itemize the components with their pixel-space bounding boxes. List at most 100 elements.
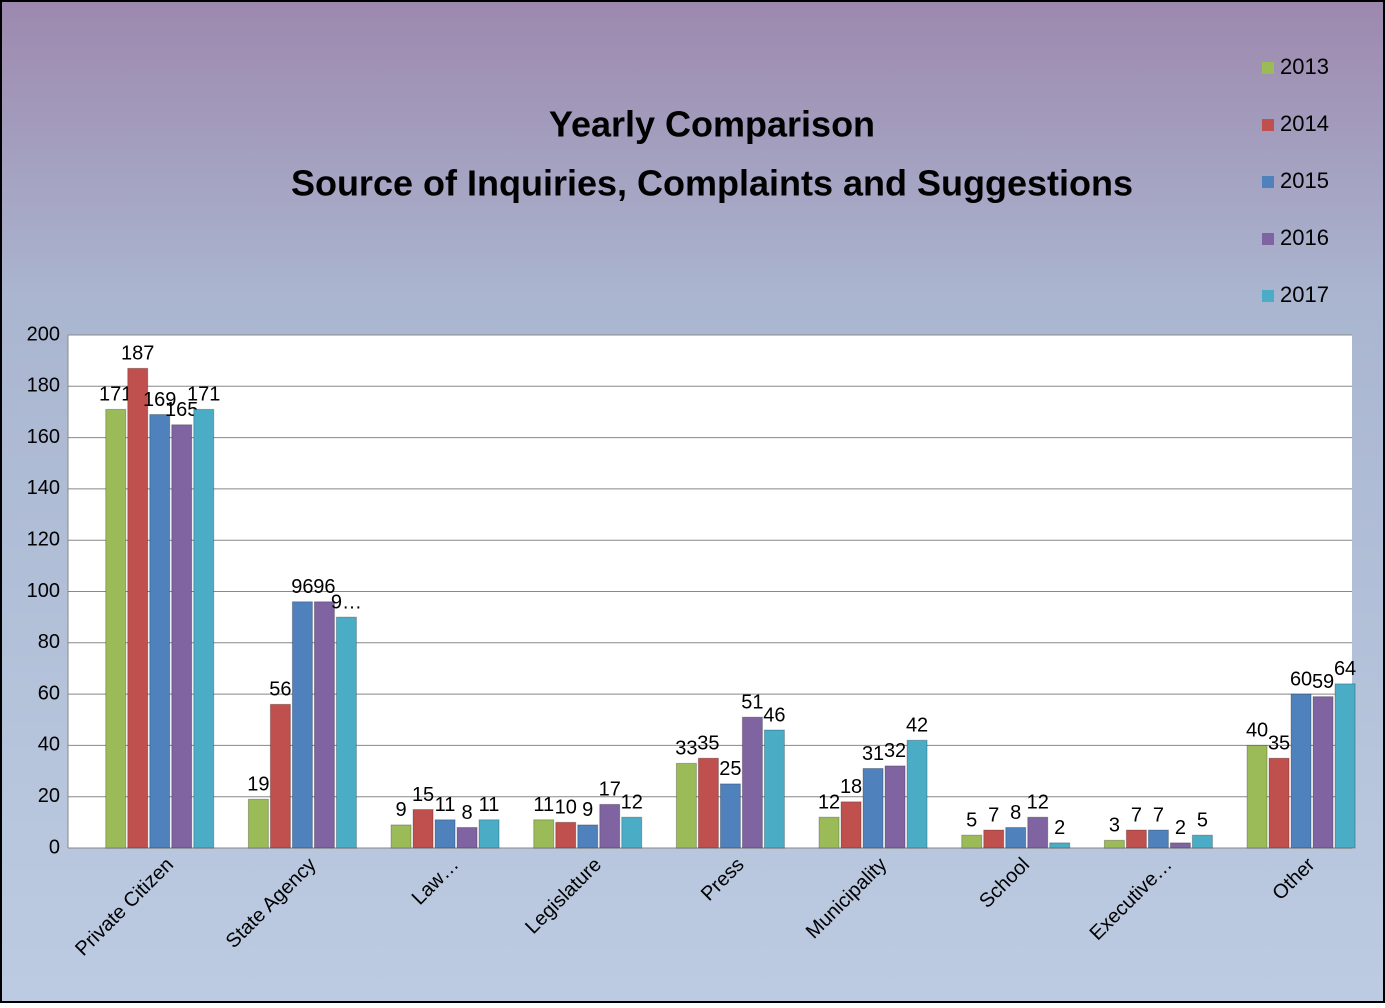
bar (335, 616, 357, 849)
bar (171, 424, 193, 849)
bar (719, 783, 741, 849)
data-label: 8 (462, 802, 473, 824)
data-label: 46 (763, 704, 785, 726)
bar (1005, 826, 1027, 849)
bar (412, 809, 434, 849)
data-label: 9 (396, 799, 407, 821)
data-label: 171 (99, 384, 132, 406)
data-label: 96 (313, 576, 335, 598)
bar (533, 819, 555, 849)
chart-title: Yearly Comparison (549, 104, 875, 145)
bar (1169, 842, 1191, 849)
y-tick-label: 180 (27, 375, 60, 397)
bar (1027, 816, 1049, 849)
bar (1312, 696, 1334, 849)
bar (675, 762, 697, 849)
data-label: 59 (1312, 671, 1334, 693)
legend-swatch (1262, 119, 1274, 131)
bar (1125, 829, 1147, 849)
chart-subtitle: Source of Inquiries, Complaints and Sugg… (291, 163, 1133, 204)
y-tick-label: 20 (38, 785, 60, 807)
bar (1147, 829, 1169, 849)
data-label: 10 (555, 797, 577, 819)
data-label: 7 (988, 804, 999, 826)
bar (313, 601, 335, 849)
data-label: 51 (741, 691, 763, 713)
y-tick-label: 120 (27, 528, 60, 550)
data-label: 18 (840, 776, 862, 798)
legend-label: 2016 (1280, 225, 1329, 250)
bar (269, 703, 291, 849)
bar (149, 414, 171, 849)
data-label: 17 (599, 779, 621, 801)
y-tick-label: 100 (27, 580, 60, 602)
y-tick-label: 0 (49, 836, 60, 858)
data-label: 3 (1109, 815, 1120, 837)
legend-label: 2017 (1280, 282, 1329, 307)
bar (1246, 744, 1268, 849)
data-label: 35 (697, 733, 719, 755)
data-label: 32 (884, 740, 906, 762)
bar (599, 803, 621, 849)
bar (193, 408, 215, 849)
data-label: 9 (582, 799, 593, 821)
bar (961, 834, 983, 849)
y-tick-label: 60 (38, 682, 60, 704)
bar (1290, 693, 1312, 849)
data-label: 2 (1054, 817, 1065, 839)
data-label: 9… (331, 591, 362, 613)
data-label: 19 (247, 774, 269, 796)
data-label: 25 (719, 758, 741, 780)
y-tick-label: 40 (38, 734, 60, 756)
data-label: 165 (165, 399, 198, 421)
data-label: 33 (675, 738, 697, 760)
bar (763, 729, 785, 849)
y-tick-label: 160 (27, 426, 60, 448)
bar (840, 801, 862, 849)
data-label: 11 (435, 794, 456, 816)
bar (884, 765, 906, 849)
legend-label: 2015 (1280, 168, 1329, 193)
data-label: 7 (1153, 804, 1164, 826)
bar (105, 408, 127, 849)
data-label: 8 (1010, 802, 1021, 824)
data-label: 15 (412, 784, 434, 806)
bar (291, 601, 313, 849)
legend-label: 2013 (1280, 54, 1329, 79)
data-label: 5 (966, 809, 977, 831)
y-tick-label: 200 (27, 323, 60, 345)
data-label: 64 (1334, 658, 1356, 680)
bar (434, 819, 456, 849)
bar (127, 367, 149, 849)
legend-swatch (1262, 62, 1274, 74)
bar (1191, 834, 1213, 849)
bar (818, 816, 840, 849)
data-label: 169 (143, 389, 176, 411)
bar (741, 716, 763, 849)
data-label: 12 (1027, 792, 1049, 814)
bar (697, 757, 719, 849)
data-label: 40 (1246, 720, 1268, 742)
data-label: 187 (121, 343, 154, 365)
data-label: 12 (621, 792, 643, 814)
bar (1268, 757, 1290, 849)
bar (1334, 683, 1356, 849)
data-label: 42 (906, 715, 928, 737)
data-label: 11 (533, 794, 554, 816)
data-label: 31 (862, 743, 884, 765)
data-label: 2 (1175, 817, 1186, 839)
legend-swatch (1262, 233, 1274, 245)
data-label: 11 (479, 794, 500, 816)
data-label: 5 (1197, 809, 1208, 831)
data-label: 35 (1268, 733, 1290, 755)
bar (862, 767, 884, 849)
data-label: 56 (269, 679, 291, 701)
bar (906, 739, 928, 849)
data-label: 171 (187, 384, 220, 406)
y-tick-label: 140 (27, 477, 60, 499)
bar (555, 821, 577, 849)
bar (1049, 842, 1071, 849)
bar (456, 826, 478, 849)
bar (983, 829, 1005, 849)
